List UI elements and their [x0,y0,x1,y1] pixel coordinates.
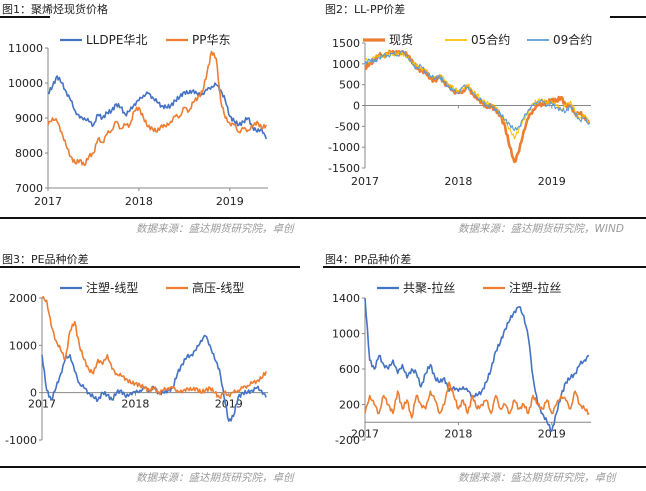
y-tick-label: 500 [339,79,360,92]
y-tick-label: 0 [30,387,37,400]
y-tick-label: -1500 [328,162,360,175]
y-tick-label: 1000 [332,58,360,71]
y-tick-label: 1500 [332,37,360,50]
legend-label: LLDPE华北 [86,33,147,47]
series-line-1 [41,296,267,400]
x-tick-label: 2017 [28,398,56,411]
legend-label: 注塑-线型 [86,280,138,295]
y-tick-label: 0 [353,100,360,113]
x-tick-label: 2019 [538,427,566,440]
panel-2-source: 数据来源：盛达期货研究院，WIND [458,223,624,235]
x-tick-label: 2017 [34,195,62,208]
panel-4-top-rule [323,266,646,268]
legend-label: 注塑-拉丝 [509,280,561,295]
panel-1-top-rule [0,16,50,18]
x-tick-label: 2019 [538,175,566,188]
y-tick-label: 1000 [332,328,360,341]
panel-1-source: 数据来源：盛达期货研究院，卓创 [136,223,294,235]
panel-2-top-rule [610,16,646,18]
panel-2-title: 图2：LL-PP价差 [325,3,406,16]
y-tick-label: 1000 [9,339,37,352]
x-tick-label: 2018 [444,427,472,440]
y-tick-label: 1400 [332,292,360,305]
x-tick-label: 2017 [351,175,379,188]
legend-label: 09合约 [553,32,592,47]
y-tick-label: -1000 [5,434,37,447]
y-tick-label: 10000 [8,77,43,90]
x-tick-label: 2018 [444,175,472,188]
y-tick-label: 9000 [15,112,43,125]
series-line-1 [364,381,590,419]
y-tick-label: 11000 [8,42,43,55]
y-tick-label: 2000 [9,292,37,305]
legend-label: PP华东 [192,33,230,47]
panel-4-source: 数据来源：盛达期货研究院，卓创 [458,472,616,484]
legend-label: 共聚-拉丝 [403,280,455,295]
panel-3-source: 数据来源：盛达期货研究院，卓创 [136,472,294,484]
panel-3-top-rule [0,266,300,268]
series-line-0 [364,297,590,432]
panel-1-title: 图1：聚烯烃现货价格 [2,3,108,16]
upper-bottom-rule [0,217,646,219]
panel-3-title: 图3：PE品种价差 [2,253,89,266]
y-tick-label: -500 [335,120,360,133]
y-tick-label: -1000 [328,141,360,154]
series-line-0 [364,49,591,164]
y-tick-label: -200 [335,434,360,447]
series-line-1 [47,50,267,167]
x-tick-label: 2019 [216,195,244,208]
x-tick-label: 2017 [351,427,379,440]
y-tick-label: 200 [339,399,360,412]
series-line-0 [47,75,267,140]
y-tick-label: 600 [339,363,360,376]
legend-label: 高压-线型 [192,280,244,295]
x-tick-label: 2018 [125,195,153,208]
series-line-1 [364,50,590,140]
chart-3: 2000 1000 0 -1000 2017 2018 2019 注塑-线型 高压-线型 [5,280,268,447]
series-line-2 [364,50,590,132]
lower-bottom-rule [0,466,646,468]
y-tick-label: 8000 [15,147,43,160]
x-tick-label: 2018 [121,398,149,411]
panel-4-title: 图4：PP品种价差 [325,253,412,266]
x-tick-label: 2019 [215,398,243,411]
y-tick-label: 7000 [15,182,43,195]
legend-label: 05合约 [471,32,510,47]
legend-label: 现货 [389,32,413,47]
